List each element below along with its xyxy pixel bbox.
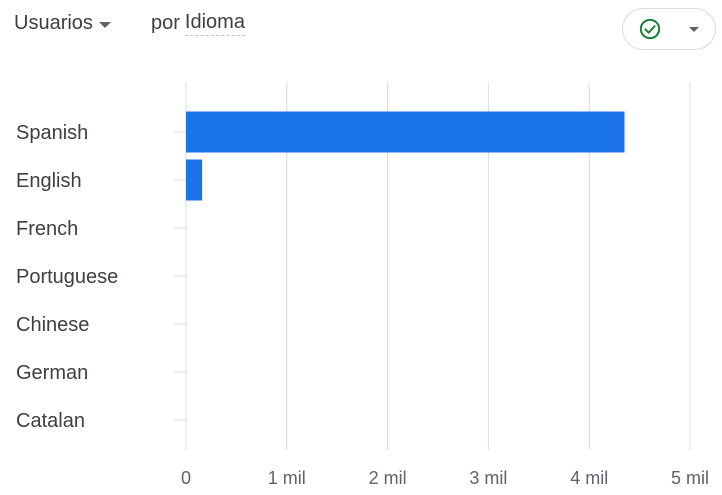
category-label: Portuguese xyxy=(16,266,118,288)
status-menu-button[interactable] xyxy=(622,8,716,50)
check-circle-icon xyxy=(639,18,661,40)
dimension-selector[interactable]: por Idioma xyxy=(151,9,245,37)
dimension-value: Idioma xyxy=(184,11,245,36)
bar xyxy=(186,111,625,153)
caret-down-icon xyxy=(98,21,111,28)
metric-dropdown[interactable]: Usuarios xyxy=(14,9,111,37)
bar xyxy=(186,159,203,201)
x-tick-label: 0 xyxy=(181,468,191,488)
x-tick-label: 5 mil xyxy=(671,468,709,488)
category-label: Chinese xyxy=(16,314,89,336)
x-tick-label: 1 mil xyxy=(268,468,306,488)
category-label: Catalan xyxy=(16,410,85,432)
x-tick-label: 4 mil xyxy=(570,468,608,488)
card-header: Usuarios por Idioma xyxy=(0,0,722,60)
category-label: Spanish xyxy=(16,122,88,144)
chevron-down-icon xyxy=(689,27,699,32)
x-tick-label: 3 mil xyxy=(469,468,507,488)
dimension-prefix: por xyxy=(151,11,180,34)
x-tick-label: 2 mil xyxy=(369,468,407,488)
category-label: French xyxy=(16,218,78,240)
metric-label: Usuarios xyxy=(14,11,93,34)
category-label: German xyxy=(16,362,88,384)
category-label: English xyxy=(16,170,82,192)
